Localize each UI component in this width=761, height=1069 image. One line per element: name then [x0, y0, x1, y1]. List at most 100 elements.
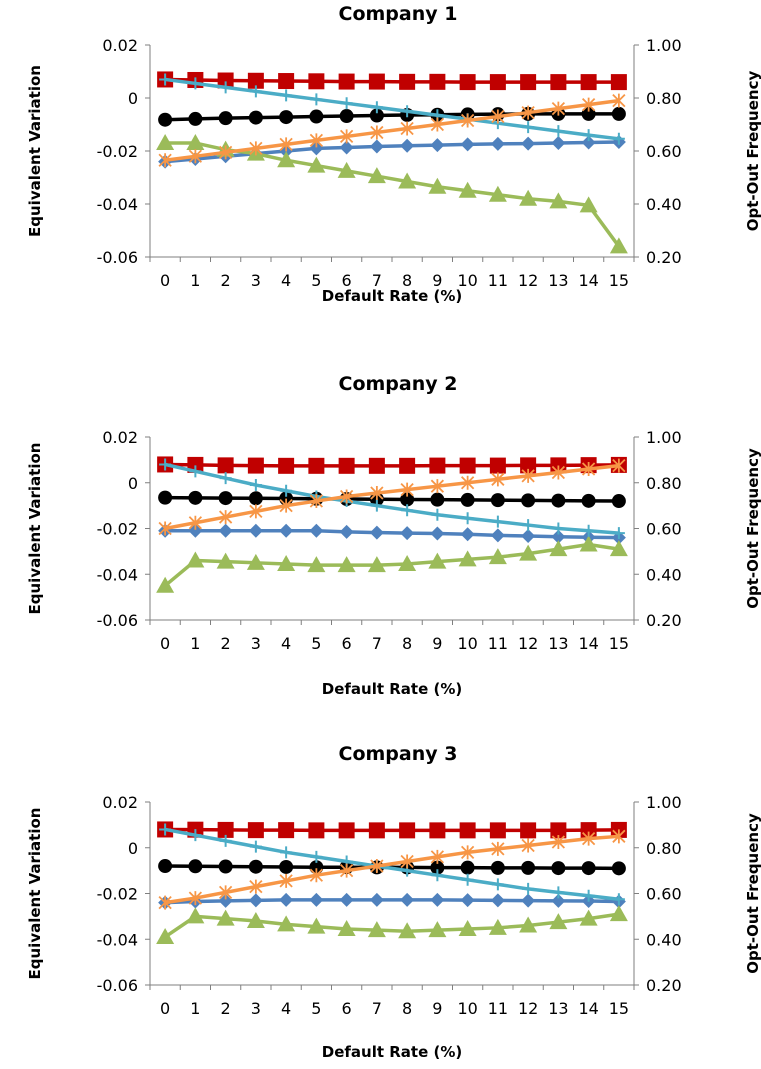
- x-tick-label: 14: [578, 271, 598, 290]
- data-point: [488, 918, 507, 935]
- data-point: [398, 554, 417, 571]
- data-point: [186, 134, 205, 151]
- data-point: [399, 822, 416, 839]
- data-point: [156, 576, 175, 593]
- data-point: [158, 153, 172, 168]
- data-point: [189, 829, 202, 842]
- y-tick-label: 0.02: [102, 428, 138, 447]
- series-line: [164, 77, 620, 141]
- data-point: [521, 136, 536, 151]
- chart-panel-2: Company 2 0.02 0 -0.02 -0.04 -0.06 1.00 0.80 0.6…: [26, 373, 761, 698]
- data-point: [218, 885, 233, 900]
- y2-tick-label: 0.80: [646, 89, 682, 108]
- data-point: [158, 859, 173, 874]
- series-3: [156, 535, 628, 593]
- y2-tick-label: 0.40: [646, 565, 682, 584]
- data-point: [249, 879, 263, 894]
- data-point: [338, 457, 355, 474]
- data-point: [369, 139, 384, 154]
- data-point: [551, 861, 566, 876]
- x-tick-label: 12: [518, 271, 538, 290]
- data-point: [551, 493, 566, 508]
- x-tick-label: 11: [488, 999, 508, 1018]
- x-tick-label: 15: [609, 634, 629, 653]
- x-tick-label: 14: [578, 999, 598, 1018]
- data-point: [219, 834, 232, 847]
- data-point: [550, 822, 567, 839]
- data-point: [159, 823, 172, 836]
- data-point: [522, 519, 535, 532]
- data-point: [277, 915, 296, 932]
- data-point: [247, 457, 264, 474]
- data-point: [280, 846, 293, 859]
- data-point: [461, 512, 474, 525]
- data-point: [309, 494, 324, 509]
- series-2: [157, 821, 627, 839]
- data-point: [551, 835, 566, 850]
- data-point: [337, 556, 356, 573]
- chart-title: Company 2: [339, 373, 458, 395]
- y-tick-label: 0.02: [102, 793, 138, 812]
- data-point: [552, 522, 565, 535]
- data-point: [458, 550, 477, 567]
- data-point: [218, 491, 233, 506]
- data-point: [310, 850, 323, 863]
- data-point: [552, 125, 565, 138]
- data-point: [370, 499, 383, 512]
- data-point: [428, 921, 447, 938]
- data-point: [490, 893, 505, 908]
- y-tick-label: -0.06: [97, 976, 138, 995]
- x-tick-label: 3: [251, 999, 261, 1018]
- y2-tick-label: 0.60: [646, 520, 682, 539]
- data-point: [612, 132, 625, 145]
- data-point: [552, 886, 565, 899]
- data-point: [581, 106, 596, 121]
- data-point: [158, 521, 172, 536]
- x-tick-label: 4: [281, 271, 291, 290]
- data-point: [489, 457, 506, 474]
- data-point: [489, 822, 506, 839]
- data-point: [248, 523, 263, 538]
- data-point: [217, 457, 234, 474]
- data-point: [431, 508, 444, 521]
- data-point: [249, 141, 263, 156]
- data-point: [189, 77, 202, 90]
- series-line: [164, 140, 619, 164]
- series-3: [156, 905, 628, 944]
- data-point: [217, 72, 234, 89]
- data-point: [218, 510, 233, 525]
- data-point: [520, 457, 537, 474]
- x-tick-label: 12: [518, 634, 538, 653]
- data-point: [609, 905, 628, 922]
- y2-tick-label: 0.80: [646, 839, 682, 858]
- data-point: [582, 129, 595, 142]
- data-point: [490, 136, 505, 151]
- data-point: [279, 873, 293, 888]
- data-point: [400, 854, 414, 869]
- x-tick-label: 0: [160, 999, 170, 1018]
- x-tick-label: 10: [457, 999, 477, 1018]
- data-point: [156, 927, 175, 944]
- x-tick-label: 13: [548, 271, 568, 290]
- x-tick-label: 1: [190, 634, 200, 653]
- data-point: [491, 841, 505, 856]
- data-point: [430, 492, 445, 507]
- data-point: [337, 161, 356, 178]
- data-point: [249, 840, 262, 853]
- data-point: [400, 482, 414, 497]
- data-point: [368, 457, 385, 474]
- data-point: [551, 101, 566, 116]
- data-point: [218, 145, 233, 160]
- data-point: [399, 73, 416, 90]
- data-point: [370, 125, 384, 140]
- data-point: [460, 845, 475, 860]
- data-point: [156, 134, 175, 151]
- data-point: [279, 498, 293, 513]
- data-point: [611, 106, 626, 121]
- x-tick-label: 12: [518, 999, 538, 1018]
- data-point: [610, 74, 627, 91]
- series-6: [158, 93, 626, 168]
- data-point: [460, 893, 475, 908]
- data-point: [519, 189, 538, 206]
- x-tick-label: 13: [548, 999, 568, 1018]
